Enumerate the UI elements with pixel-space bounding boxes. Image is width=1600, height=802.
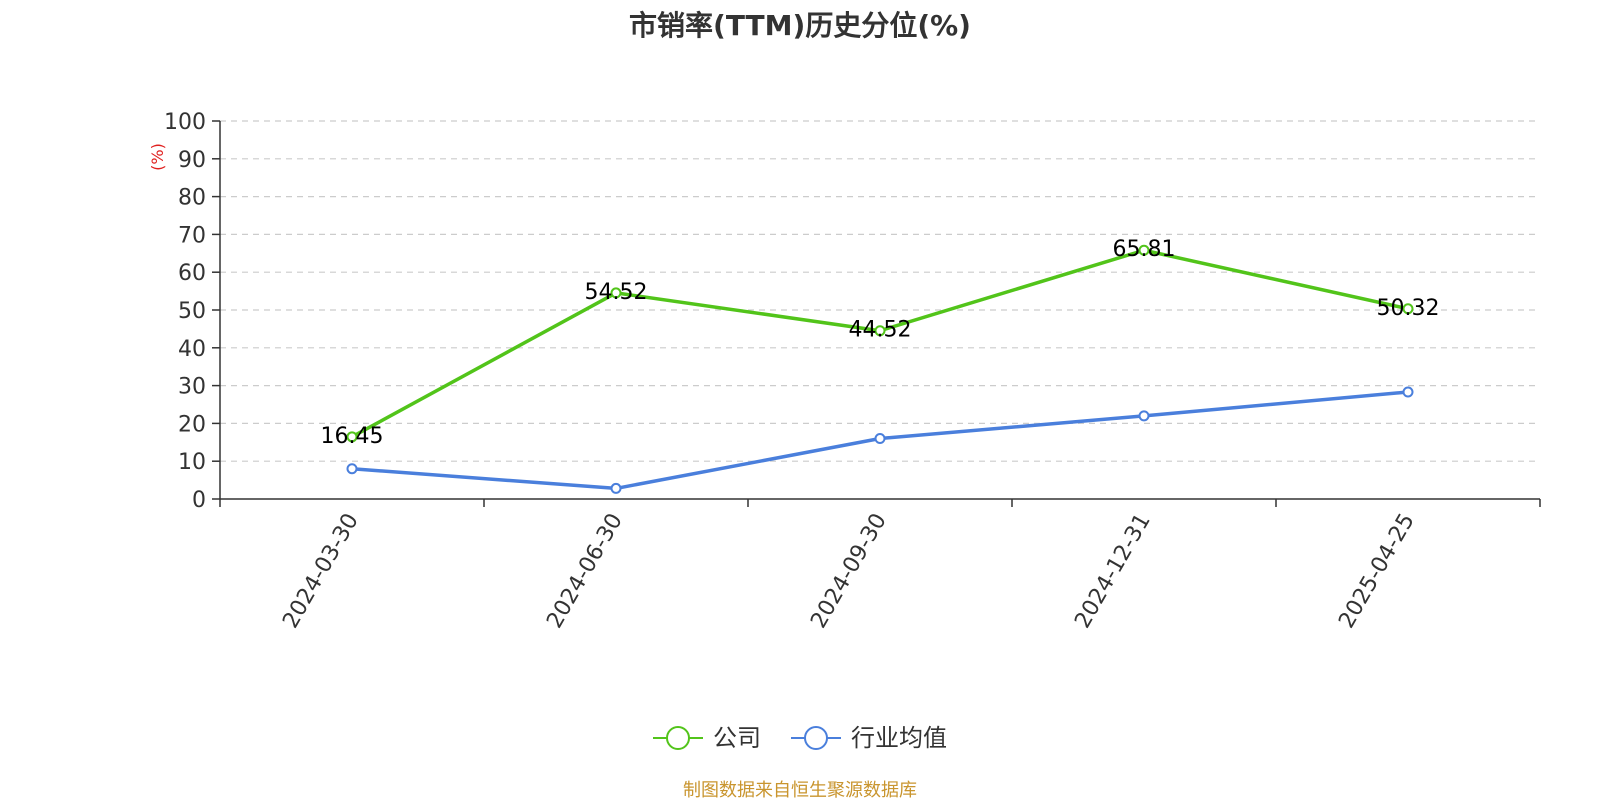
data-point	[610, 482, 622, 494]
y-tick-label: 50	[178, 299, 206, 324]
y-tick-label: 100	[164, 110, 206, 135]
data-label: 50.32	[1377, 296, 1440, 321]
data-point	[874, 325, 886, 337]
series	[346, 244, 1414, 494]
legend[interactable]: 公司 行业均值	[653, 724, 947, 752]
source-note: 制图数据来自恒生聚源数据库	[683, 780, 917, 801]
chart-title: 市销率(TTM)历史分位(%)	[629, 9, 971, 42]
y-tick-label: 90	[178, 148, 206, 173]
x-tick-label: 2025-04-25	[1334, 509, 1420, 632]
data-label: 54.52	[585, 280, 648, 305]
y-tick-label: 30	[178, 375, 206, 400]
legend-item[interactable]: 行业均值	[791, 724, 947, 752]
grid-lines	[220, 120, 1540, 462]
data-point	[610, 287, 622, 299]
series-line	[351, 248, 1409, 439]
y-tick-label: 20	[178, 412, 206, 437]
y-tick-label: 40	[178, 337, 206, 362]
data-point	[1138, 410, 1150, 422]
legend-marker-icon	[666, 726, 690, 750]
data-label: 16.45	[321, 424, 384, 449]
x-tick-label: 2024-09-30	[806, 509, 892, 632]
data-label: 65.81	[1113, 237, 1176, 262]
legend-label: 行业均值	[851, 724, 947, 752]
data-point	[1138, 244, 1150, 256]
data-point	[874, 433, 886, 445]
y-axis-unit-label: (%)	[148, 143, 167, 171]
x-tick-label: 2024-03-30	[278, 509, 364, 632]
legend-item[interactable]: 公司	[653, 724, 761, 752]
data-labels: 16.45 54.52 44.52 65.81 50.32	[321, 237, 1440, 449]
data-label: 44.52	[849, 318, 912, 343]
y-tick-label: 10	[178, 450, 206, 475]
legend-marker-icon	[804, 726, 828, 750]
x-tick-label: 2024-12-31	[1070, 509, 1156, 632]
y-tick-label: 80	[178, 186, 206, 211]
axes: 0 10 20 30 40 50 60 70 80 90 100 (%) 2024-03-30 2024-…	[148, 110, 1541, 633]
y-tick-label: 60	[178, 261, 206, 286]
data-point	[346, 463, 358, 475]
y-tick-label: 0	[192, 488, 206, 513]
data-point	[346, 431, 358, 443]
data-point	[1402, 303, 1414, 315]
data-point	[1402, 386, 1414, 398]
legend-label: 公司	[713, 724, 761, 752]
x-tick-label: 2024-06-30	[542, 509, 628, 632]
y-tick-label: 70	[178, 223, 206, 248]
